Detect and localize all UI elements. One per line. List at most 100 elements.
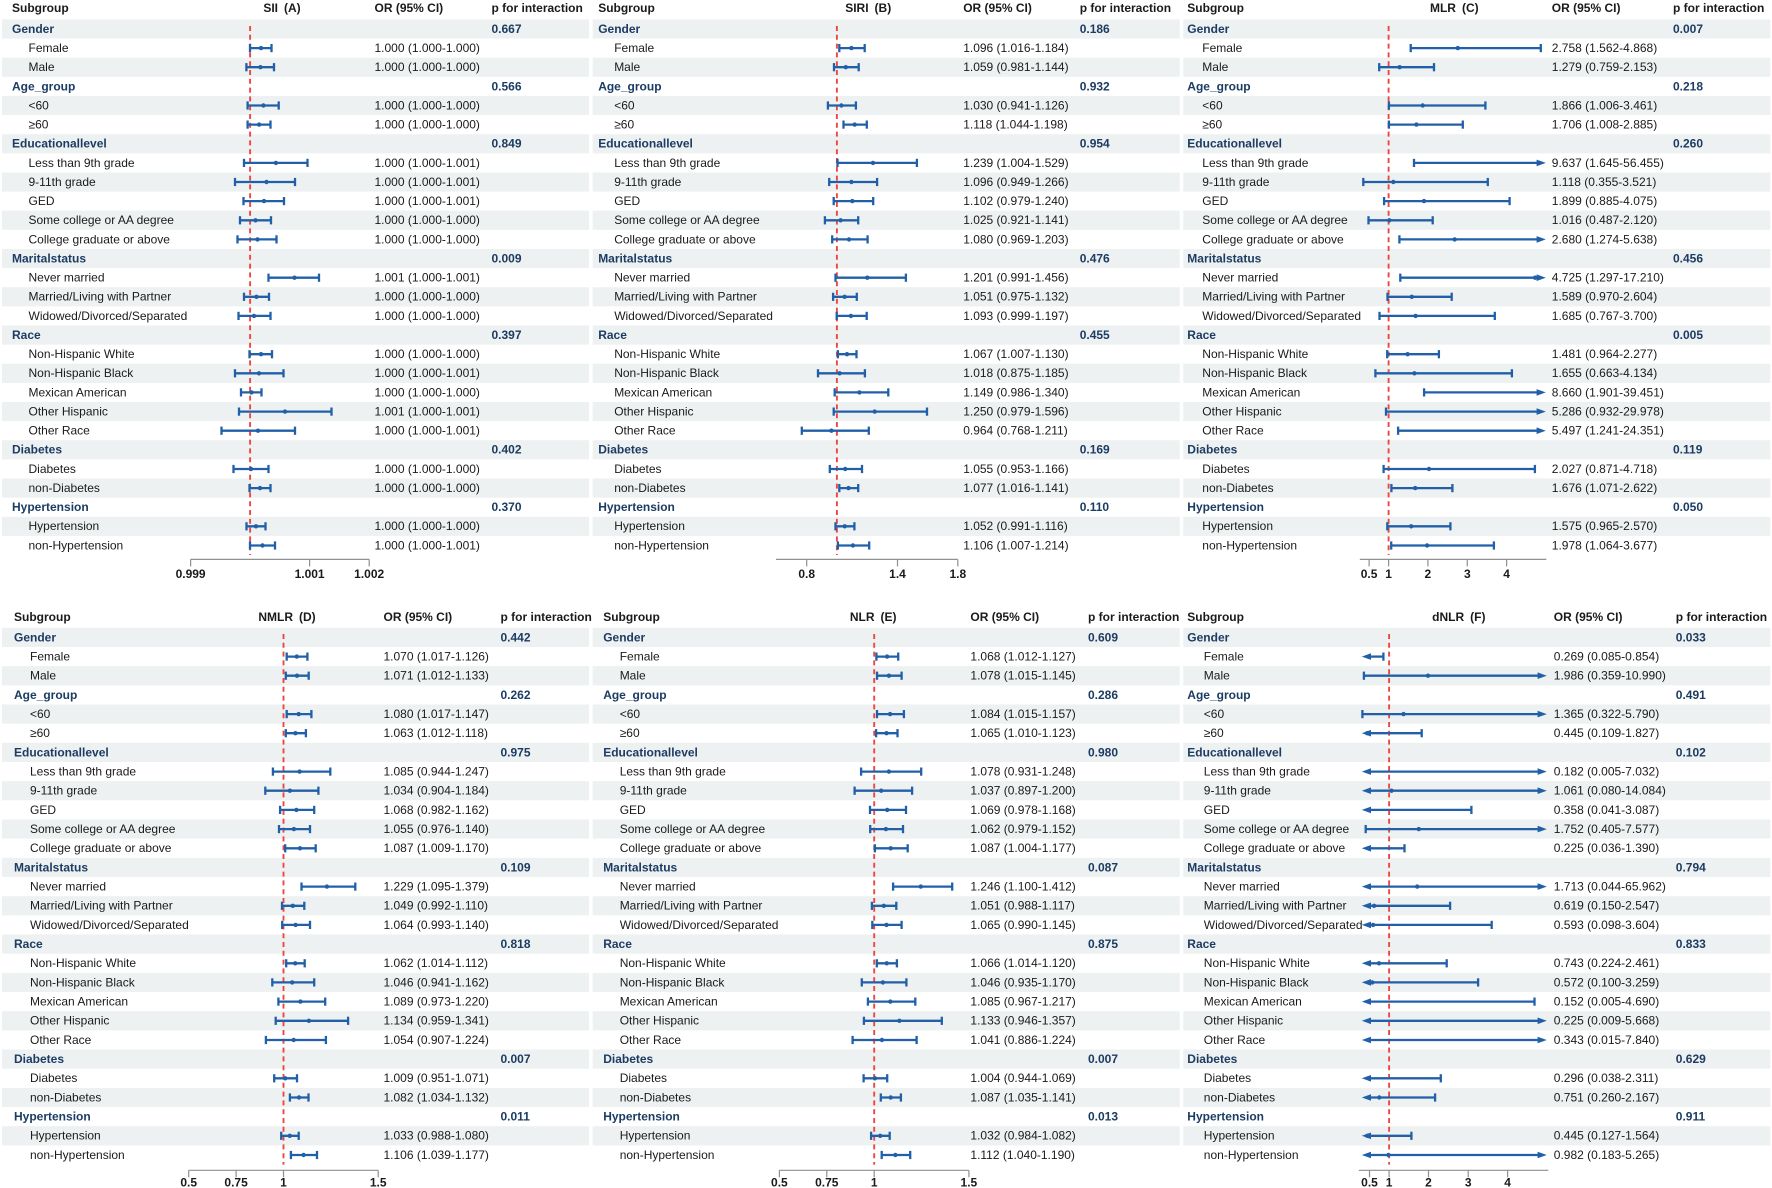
svg-text:1.055 (0.976-1.140): 1.055 (0.976-1.140) <box>384 822 489 836</box>
svg-text:9.637 (1.645-56.455): 9.637 (1.645-56.455) <box>1552 156 1664 170</box>
svg-text:≥60: ≥60 <box>620 726 640 740</box>
svg-text:Hypertension: Hypertension <box>1187 500 1264 514</box>
svg-text:Age_group: Age_group <box>14 688 77 702</box>
svg-text:1.752 (0.405-7.577): 1.752 (0.405-7.577) <box>1554 822 1659 836</box>
svg-text:1.065 (0.990-1.145): 1.065 (0.990-1.145) <box>970 918 1075 932</box>
svg-text:Other Hispanic: Other Hispanic <box>1204 1014 1283 1028</box>
svg-text:SII (A): SII (A) <box>263 1 300 15</box>
svg-text:Less than 9th grade: Less than 9th grade <box>1202 156 1308 170</box>
svg-text:0.445 (0.127-1.564): 0.445 (0.127-1.564) <box>1554 1129 1659 1143</box>
svg-text:Hypertension: Hypertension <box>620 1129 691 1143</box>
svg-text:Other Race: Other Race <box>29 424 91 438</box>
svg-text:8.660 (1.901-39.451): 8.660 (1.901-39.451) <box>1552 385 1664 399</box>
svg-text:OR (95% CI): OR (95% CI) <box>384 610 453 624</box>
svg-text:SIRI (B): SIRI (B) <box>845 1 891 15</box>
svg-text:Educationallevel: Educationallevel <box>1187 745 1282 759</box>
svg-text:1.067 (1.007-1.130): 1.067 (1.007-1.130) <box>963 347 1068 361</box>
svg-text:2: 2 <box>1425 567 1432 581</box>
svg-text:1.087 (1.004-1.177): 1.087 (1.004-1.177) <box>970 841 1075 855</box>
svg-text:0.476: 0.476 <box>1080 251 1110 265</box>
svg-text:1.000 (1.000-1.000): 1.000 (1.000-1.000) <box>375 290 480 304</box>
svg-text:Subgroup: Subgroup <box>1187 1 1244 15</box>
svg-text:1.070 (1.017-1.126): 1.070 (1.017-1.126) <box>384 650 489 664</box>
svg-text:1: 1 <box>1385 567 1392 581</box>
svg-text:Other Hispanic: Other Hispanic <box>620 1014 699 1028</box>
svg-text:Diabetes: Diabetes <box>1187 443 1237 457</box>
svg-text:1.112 (1.040-1.190): 1.112 (1.040-1.190) <box>970 1148 1075 1162</box>
svg-text:non-Hypertension: non-Hypertension <box>29 538 124 552</box>
svg-text:1.8: 1.8 <box>949 567 966 581</box>
svg-text:1.001: 1.001 <box>295 567 325 581</box>
svg-text:<60: <60 <box>614 98 635 112</box>
svg-text:0.619 (0.150-2.547): 0.619 (0.150-2.547) <box>1554 899 1659 913</box>
svg-text:0.5: 0.5 <box>1361 567 1378 581</box>
svg-text:0.445 (0.109-1.827): 0.445 (0.109-1.827) <box>1554 726 1659 740</box>
svg-text:Other Hispanic: Other Hispanic <box>614 405 693 419</box>
svg-text:1.049 (0.992-1.110): 1.049 (0.992-1.110) <box>384 899 489 913</box>
svg-text:non-Diabetes: non-Diabetes <box>29 481 100 495</box>
svg-text:Non-Hispanic White: Non-Hispanic White <box>1202 347 1308 361</box>
svg-text:1.5: 1.5 <box>370 1175 387 1188</box>
svg-text:1.093 (0.999-1.197): 1.093 (0.999-1.197) <box>963 309 1068 323</box>
svg-text:Never married: Never married <box>29 271 105 285</box>
svg-text:Maritalstatus: Maritalstatus <box>1187 251 1261 265</box>
svg-text:0.980: 0.980 <box>1088 745 1118 759</box>
svg-text:0.007: 0.007 <box>501 1052 531 1066</box>
svg-text:0.011: 0.011 <box>501 1110 531 1124</box>
svg-text:Never married: Never married <box>30 880 106 894</box>
svg-text:0.119: 0.119 <box>1673 443 1703 457</box>
svg-text:Female: Female <box>1202 41 1242 55</box>
svg-text:1.062 (0.979-1.152): 1.062 (0.979-1.152) <box>970 822 1075 836</box>
svg-text:1.009 (0.951-1.071): 1.009 (0.951-1.071) <box>384 1071 489 1085</box>
svg-text:GED: GED <box>30 803 56 817</box>
svg-text:Race: Race <box>598 328 627 342</box>
svg-text:Subgroup: Subgroup <box>12 1 69 15</box>
svg-text:Married/Living with Partner: Married/Living with Partner <box>1204 899 1347 913</box>
svg-text:College graduate or above: College graduate or above <box>1202 232 1344 246</box>
svg-text:Maritalstatus: Maritalstatus <box>12 251 86 265</box>
svg-text:Gender: Gender <box>1187 22 1229 36</box>
svg-text:Educationallevel: Educationallevel <box>1187 137 1282 151</box>
svg-text:Age_group: Age_group <box>603 688 666 702</box>
svg-text:Less than 9th grade: Less than 9th grade <box>620 765 726 779</box>
svg-text:Non-Hispanic Black: Non-Hispanic Black <box>614 366 720 380</box>
svg-text:2.027 (0.871-4.718): 2.027 (0.871-4.718) <box>1552 462 1657 476</box>
svg-text:1.239 (1.004-1.529): 1.239 (1.004-1.529) <box>963 156 1068 170</box>
svg-text:Never married: Never married <box>1202 271 1278 285</box>
svg-text:1.106 (1.039-1.177): 1.106 (1.039-1.177) <box>384 1148 489 1162</box>
svg-text:non-Diabetes: non-Diabetes <box>614 481 685 495</box>
svg-text:Other Race: Other Race <box>1204 1033 1266 1047</box>
svg-text:Hypertension: Hypertension <box>614 519 685 533</box>
svg-text:1.102 (0.979-1.240): 1.102 (0.979-1.240) <box>963 194 1068 208</box>
svg-text:Race: Race <box>603 937 632 951</box>
svg-text:Non-Hispanic White: Non-Hispanic White <box>29 347 135 361</box>
svg-text:1: 1 <box>1386 1175 1393 1188</box>
svg-text:5.497 (1.241-24.351): 5.497 (1.241-24.351) <box>1552 424 1664 438</box>
svg-text:1.149 (0.986-1.340): 1.149 (0.986-1.340) <box>963 385 1068 399</box>
svg-text:1.866 (1.006-3.461): 1.866 (1.006-3.461) <box>1552 98 1657 112</box>
svg-text:NMLR (D): NMLR (D) <box>258 610 315 624</box>
svg-text:Maritalstatus: Maritalstatus <box>603 860 677 874</box>
svg-text:1.000 (1.000-1.001): 1.000 (1.000-1.001) <box>375 175 480 189</box>
svg-text:0.109: 0.109 <box>501 860 531 874</box>
svg-text:0.005: 0.005 <box>1673 328 1703 342</box>
svg-text:Age_group: Age_group <box>598 79 661 93</box>
svg-text:Hypertension: Hypertension <box>1202 519 1273 533</box>
svg-text:Hypertension: Hypertension <box>14 1110 91 1124</box>
svg-text:Diabetes: Diabetes <box>598 443 648 457</box>
svg-text:Gender: Gender <box>598 22 640 36</box>
svg-text:1.096 (0.949-1.266): 1.096 (0.949-1.266) <box>963 175 1068 189</box>
svg-text:≥60: ≥60 <box>30 726 50 740</box>
svg-text:0.102: 0.102 <box>1676 745 1706 759</box>
svg-text:1.030 (0.941-1.126): 1.030 (0.941-1.126) <box>963 98 1068 112</box>
svg-text:1.134 (0.959-1.341): 1.134 (0.959-1.341) <box>384 1014 489 1028</box>
svg-text:1.655 (0.663-4.134): 1.655 (0.663-4.134) <box>1552 366 1657 380</box>
svg-text:1.000 (1.000-1.000): 1.000 (1.000-1.000) <box>375 41 480 55</box>
svg-text:1.080 (1.017-1.147): 1.080 (1.017-1.147) <box>384 707 489 721</box>
svg-text:1.000 (1.000-1.001): 1.000 (1.000-1.001) <box>375 366 480 380</box>
svg-text:non-Diabetes: non-Diabetes <box>620 1090 691 1104</box>
svg-text:Hypertension: Hypertension <box>598 500 675 514</box>
svg-text:Non-Hispanic Black: Non-Hispanic Black <box>620 975 726 989</box>
svg-text:9-11th grade: 9-11th grade <box>1204 784 1271 798</box>
svg-text:1.054 (0.907-1.224): 1.054 (0.907-1.224) <box>384 1033 489 1047</box>
